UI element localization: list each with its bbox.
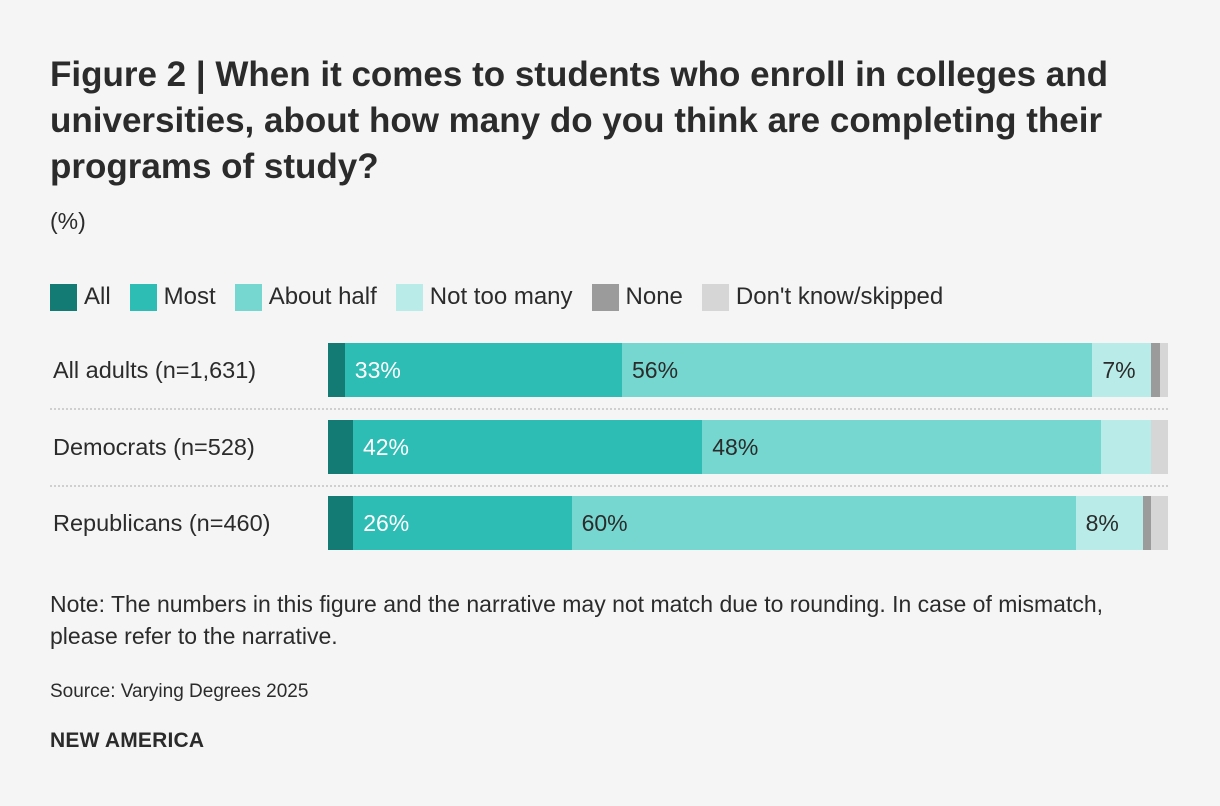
- bar-segment-most: 26%: [353, 496, 572, 550]
- stacked-bar: 42% 48%: [328, 420, 1168, 474]
- legend-label: About half: [268, 283, 377, 310]
- stacked-bar: 26% 60% 8%: [328, 496, 1168, 550]
- legend-label: Don't know/skipped: [735, 283, 944, 310]
- chart-legend: All Most About half Not too many None Don't k…: [50, 281, 962, 313]
- bar-segment-don-t-know-skipped: [1151, 420, 1168, 474]
- legend-swatch: [395, 283, 423, 311]
- bar-segment-none: [1151, 343, 1160, 397]
- legend-swatch: [234, 283, 262, 311]
- data-label: 48%: [712, 434, 759, 460]
- legend-swatch: [50, 283, 77, 311]
- stacked-bar-chart: All adults (n=1,631) 33% 56% 7% Democrats (n…: [50, 343, 1170, 553]
- category-label: Democrats (n=528): [53, 434, 255, 460]
- brand-logo: NEW AMERICA: [50, 729, 205, 752]
- legend-label: All: [84, 283, 111, 310]
- bar-segment-about-half: 56%: [621, 343, 1093, 397]
- legend-item-most: Most: [129, 283, 216, 311]
- bar-segment-not-too-many: 8%: [1075, 496, 1143, 550]
- legend-swatch: [591, 283, 619, 311]
- chart-source: Source: Varying Degrees 2025: [50, 681, 309, 702]
- legend-swatch: [701, 283, 729, 311]
- unit-label: (%): [50, 208, 86, 234]
- bar-segment-all: [328, 343, 345, 397]
- bar-segment-about-half: 60%: [571, 496, 1076, 550]
- data-label: 26%: [363, 510, 410, 536]
- bar-segment-about-half: 48%: [702, 420, 1102, 474]
- legend-item-all: All: [50, 283, 111, 311]
- legend-item-none: None: [591, 283, 683, 311]
- legend-swatch: [129, 283, 157, 311]
- bar-row: All adults (n=1,631) 33% 56% 7%: [50, 343, 1170, 397]
- legend-item-not-too-many: Not too many: [395, 283, 573, 311]
- bar-row: Democrats (n=528) 42% 48%: [50, 420, 1170, 474]
- bar-segment-don-t-know-skipped: [1151, 496, 1168, 550]
- legend-label: Not too many: [429, 283, 573, 310]
- legend-label: None: [625, 283, 683, 310]
- bar-segment-most: 42%: [352, 420, 703, 474]
- bar-segment-all: [328, 420, 353, 474]
- category-label: All adults (n=1,631): [53, 357, 257, 383]
- legend-label: Most: [163, 283, 216, 310]
- chart-note: Note: The numbers in this figure and the…: [50, 591, 1104, 649]
- category-label: Republicans (n=460): [53, 510, 271, 536]
- legend-item-don-t-know-skipped: Don't know/skipped: [701, 283, 944, 311]
- row-separator: [50, 485, 1168, 487]
- bar-segment-not-too-many: 7%: [1092, 343, 1152, 397]
- bar-segment-all: [328, 496, 354, 550]
- bar-segment-don-t-know-skipped: [1159, 343, 1168, 397]
- legend-item-about-half: About half: [234, 283, 377, 311]
- data-label: 42%: [362, 434, 409, 460]
- bar-row: Republicans (n=460) 26% 60% 8%: [50, 496, 1170, 550]
- data-label: 33%: [354, 357, 401, 383]
- data-label: 7%: [1102, 357, 1136, 383]
- chart-title: Figure 2 | When it comes to students who…: [50, 55, 1108, 186]
- bar-segment-not-too-many: [1101, 420, 1152, 474]
- data-label: 56%: [631, 357, 679, 383]
- bar-segment-none: [1142, 496, 1152, 550]
- stacked-bar: 33% 56% 7%: [328, 343, 1168, 397]
- data-label: 60%: [581, 510, 628, 536]
- row-separator: [50, 408, 1168, 410]
- data-label: 8%: [1085, 510, 1119, 536]
- bar-segment-most: 33%: [344, 343, 622, 397]
